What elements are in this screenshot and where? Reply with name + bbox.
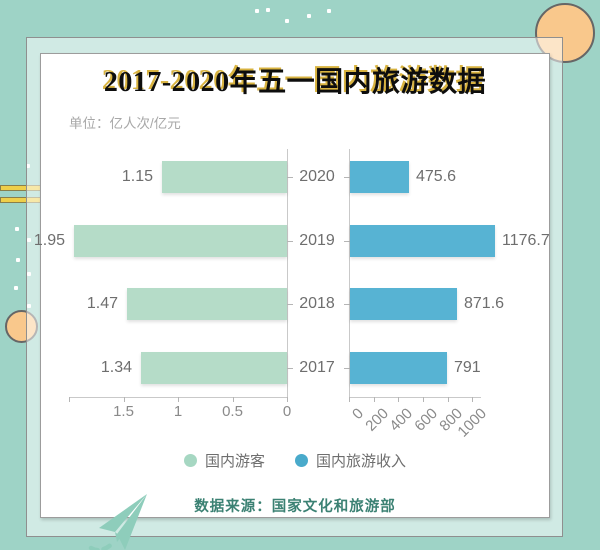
right-axis-tick	[373, 397, 375, 402]
left-axis-tick-label: 0	[282, 403, 292, 420]
revenue-bar	[350, 288, 457, 320]
revenue-bar-value: 871.6	[464, 295, 505, 312]
category-year-label: 2019	[299, 231, 335, 249]
revenue-bar-value: 475.6	[416, 168, 457, 185]
right-axis-tick	[398, 397, 400, 402]
left-axis-tick	[69, 397, 70, 402]
legend-dot-blue	[295, 454, 308, 467]
tourists-bar	[74, 224, 287, 257]
tourists-bar	[127, 288, 287, 320]
white-dot	[14, 286, 18, 290]
revenue-bar	[350, 224, 495, 257]
revenue-bar	[350, 351, 447, 384]
right-chart-baseline	[349, 397, 481, 398]
left-axis-tick-label: 1	[173, 403, 183, 420]
page-title: 2017-2020年五一国内旅游数据	[103, 67, 487, 98]
chart-card: 2017-2020年五一国内旅游数据 单位：亿人次/亿元 1.5 1 0.5 0 0 20…	[34, 53, 550, 550]
year-tick-right	[344, 177, 350, 178]
right-chart-axis-line	[349, 149, 350, 397]
paper-plane-icon	[88, 494, 147, 550]
tourists-bar-value: 1.34	[100, 358, 132, 376]
revenue-bar-value: 1176.7	[502, 231, 550, 249]
tourists-bar	[141, 351, 287, 384]
year-tick-right	[344, 304, 350, 305]
right-axis-tick	[447, 397, 449, 402]
category-year-label: 2020	[299, 168, 335, 185]
year-tick-left	[287, 240, 293, 242]
white-dot	[285, 19, 289, 23]
year-tick-left	[287, 177, 293, 178]
left-axis-tick	[178, 397, 179, 402]
revenue-bar-value: 791	[454, 358, 481, 376]
year-tick-right	[344, 240, 350, 242]
year-tick-right	[344, 367, 350, 369]
right-axis-tick	[349, 397, 350, 402]
right-axis-tick	[472, 397, 474, 402]
legend-label: 国内旅游收入	[316, 453, 407, 470]
left-axis-tick	[287, 397, 288, 402]
tourists-bar-value: 1.95	[33, 231, 65, 249]
tourists-bar-value: 1.15	[121, 168, 153, 185]
white-dot	[15, 227, 19, 231]
left-axis-tick	[123, 397, 125, 402]
left-axis-tick-label: 0.5	[222, 403, 243, 420]
year-tick-left	[287, 304, 293, 305]
data-source-text: 数据来源：国家文化和旅游部	[194, 499, 396, 515]
revenue-bar	[350, 161, 409, 193]
tourists-bar-value: 1.47	[86, 295, 118, 312]
white-dot	[255, 9, 259, 13]
right-axis-tick	[422, 397, 424, 402]
left-axis-tick-label: 1.5	[113, 403, 134, 420]
unit-label: 单位：亿人次/亿元	[69, 116, 181, 131]
white-dot	[307, 14, 311, 18]
white-dot	[327, 9, 331, 13]
legend-label: 国内游客	[204, 453, 265, 470]
left-axis-tick	[232, 397, 234, 402]
chart-legend: 国内游客 国内旅游收入	[41, 450, 549, 471]
category-year-label: 2017	[299, 358, 335, 376]
year-tick-left	[287, 367, 293, 369]
white-dot	[266, 8, 270, 12]
legend-item-revenue: 国内旅游收入	[295, 450, 406, 471]
category-year-label: 2018	[299, 295, 335, 312]
left-chart-axis-line	[287, 149, 288, 397]
legend-dot-green	[183, 454, 197, 467]
white-dot	[16, 258, 20, 262]
tourists-bar	[162, 161, 287, 193]
legend-item-tourists: 国内游客	[183, 450, 265, 471]
